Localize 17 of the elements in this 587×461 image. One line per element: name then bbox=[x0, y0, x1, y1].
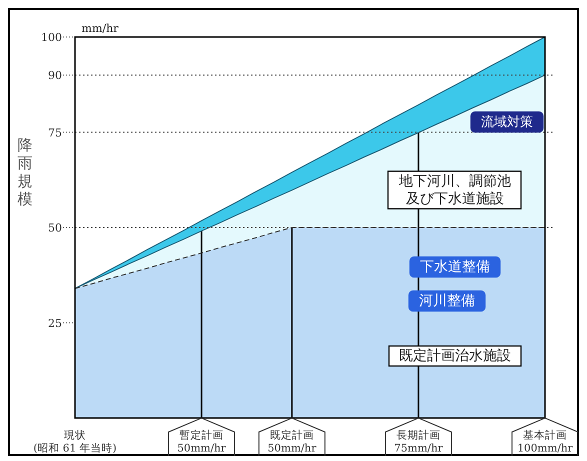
annotation: 既定計画治水施設 bbox=[399, 348, 511, 364]
y-tick-label: 100 bbox=[41, 31, 62, 44]
x-tick-label: 既定計画 50mm/hr bbox=[268, 428, 318, 455]
y-tick-label: 25 bbox=[48, 316, 62, 330]
x-tick-label: 長期計画 75mm/hr bbox=[394, 428, 444, 455]
y-axis-title: 降雨規模 bbox=[18, 136, 32, 208]
annotation: 河川整備 bbox=[419, 293, 475, 309]
x-tick-label: 基本計画 100mm/hr bbox=[517, 428, 574, 455]
annotation: 地下河川、調節池及び下水道施設 bbox=[398, 173, 511, 207]
y-tick-label: 75 bbox=[48, 126, 62, 140]
y-tick-label: 90 bbox=[48, 69, 62, 82]
annotation: 流域対策 bbox=[481, 114, 533, 130]
y-tick-label: 50 bbox=[48, 222, 62, 234]
x-tick-label: 暫定計画 50mm/hr bbox=[177, 428, 227, 455]
annotation: 下水道整備 bbox=[420, 259, 490, 275]
text: mm/hr bbox=[82, 22, 120, 35]
x-tick-label: 現状 (昭和 61 年当時) bbox=[33, 429, 117, 455]
